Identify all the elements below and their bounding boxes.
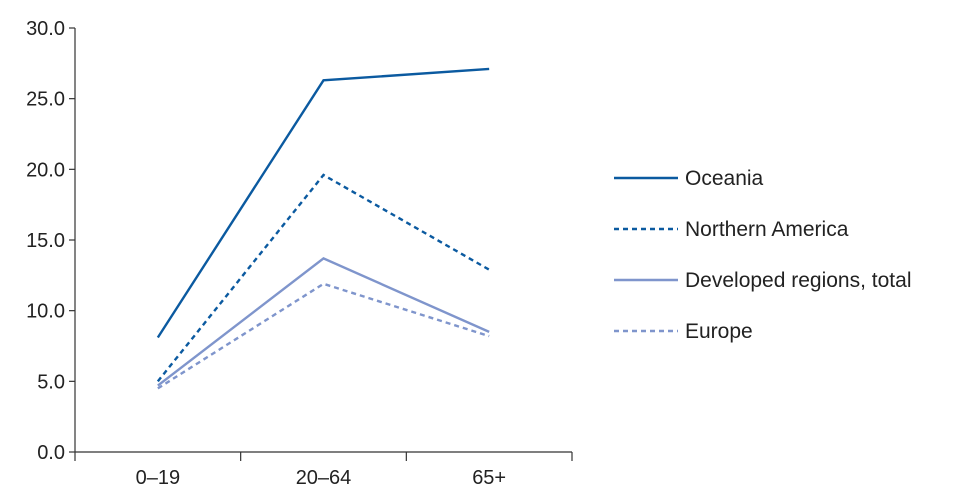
y-tick-label: 15.0 (26, 230, 65, 252)
y-tick-label: 0.0 (37, 442, 65, 464)
legend-label: Europe (685, 320, 753, 343)
series-line-oceania (156, 67, 490, 339)
x-tick-label: 20–64 (296, 467, 352, 489)
y-tick-label: 25.0 (26, 89, 65, 111)
legend-item-northern-america: Northern America (614, 218, 849, 241)
x-tick-label: 65+ (472, 467, 506, 489)
y-tick-label: 10.0 (26, 301, 65, 323)
legend-label: Northern America (685, 218, 849, 241)
axes (74, 28, 572, 453)
legend-label: Developed regions, total (685, 269, 911, 292)
y-ticks: 0.0 5.0 10.0 15.0 20.0 25.0 30.0 (26, 18, 75, 464)
x-ticks: 0–19 20–64 65+ (74, 452, 573, 489)
legend: Oceania Northern America Developed regions… (614, 167, 911, 343)
legend-item-developed-regions-total: Developed regions, total (614, 269, 911, 292)
legend-item-europe: Europe (614, 320, 753, 343)
series-lines (156, 67, 490, 390)
y-tick-label: 30.0 (26, 18, 65, 40)
series-line-northern-america (156, 173, 490, 383)
legend-item-oceania: Oceania (614, 167, 764, 190)
series-line-developed-regions-total (157, 256, 490, 387)
y-tick-label: 5.0 (37, 371, 65, 393)
y-tick-label: 20.0 (26, 159, 65, 181)
series-line-europe (157, 282, 490, 390)
x-tick-label: 0–19 (136, 467, 181, 489)
legend-label: Oceania (685, 167, 764, 190)
